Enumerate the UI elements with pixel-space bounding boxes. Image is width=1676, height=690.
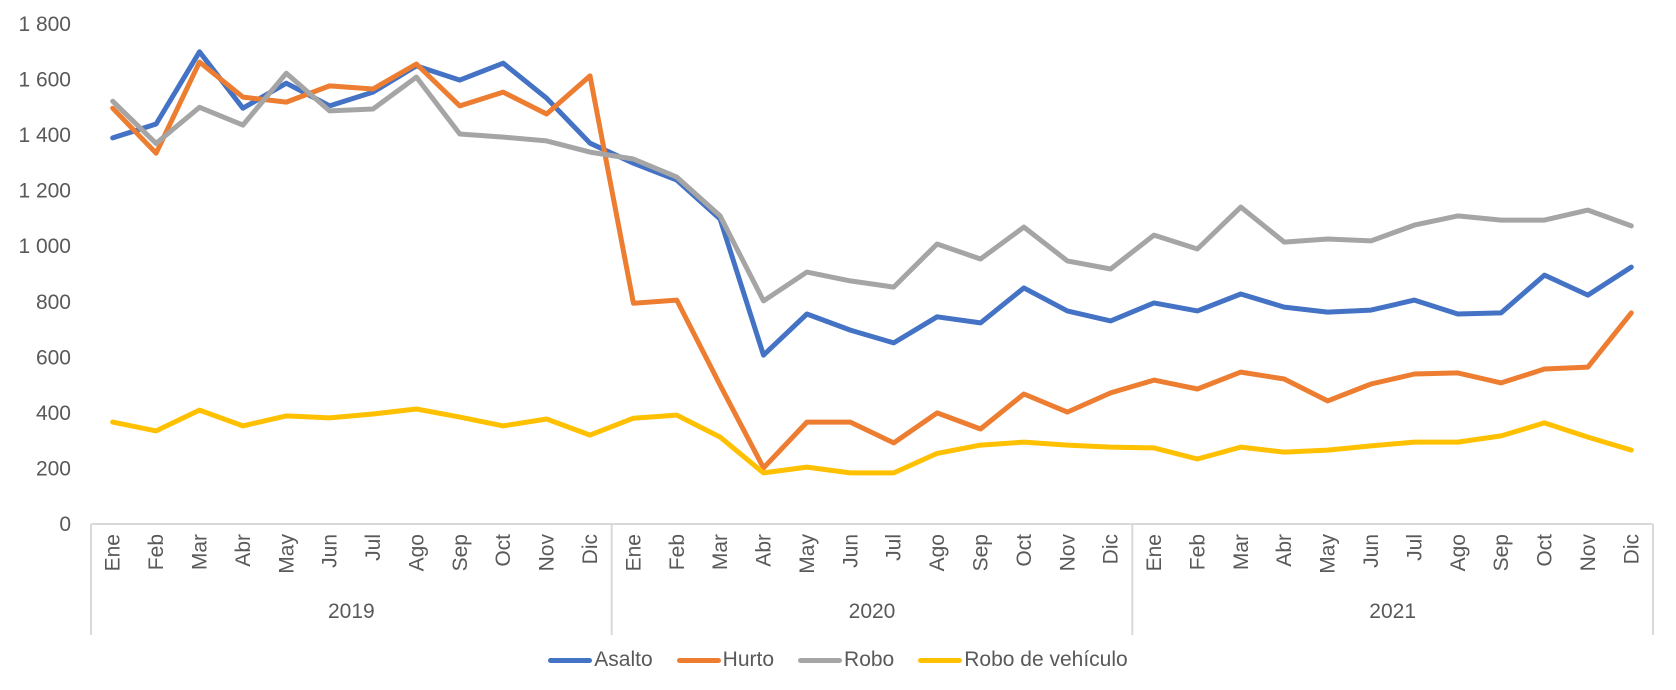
x-tick-label: Nov <box>1056 534 1079 572</box>
legend: Asalto Hurto Robo Robo de vehículo <box>0 648 1676 672</box>
y-tick-label: 1 000 <box>18 235 71 258</box>
y-tick-label: 1 600 <box>18 69 71 92</box>
x-tick-label: Nov <box>1577 534 1600 572</box>
legend-swatch <box>918 657 963 663</box>
x-tick-label: Dic <box>1620 534 1643 564</box>
x-tick-label: Dic <box>1100 534 1123 564</box>
legend-item: Robo <box>798 648 894 672</box>
x-tick-label: May <box>275 534 298 574</box>
y-tick-label: 1 800 <box>18 13 71 36</box>
x-tick-label: Oct <box>1013 534 1036 567</box>
x-tick-label: Ago <box>1447 534 1470 571</box>
x-tick-label: Nov <box>536 534 559 572</box>
legend-label: Hurto <box>722 648 775 671</box>
x-tick-label: Jul <box>883 534 906 561</box>
series-line-asalto <box>110 49 1634 358</box>
x-tick-label: Jul <box>362 534 385 561</box>
x-tick-label: Ago <box>926 534 949 571</box>
x-tick-label: Oct <box>492 534 515 567</box>
legend-swatch <box>548 657 593 663</box>
x-tick-label: Jul <box>1403 534 1426 561</box>
y-axis: 0 200 400 600 800 1 000 1 200 1 400 1 600 1 800 <box>18 13 71 536</box>
legend-swatch <box>798 657 843 663</box>
x-tick-label: Jun <box>839 534 862 568</box>
y-tick-label: 400 <box>36 402 71 425</box>
y-tick-label: 800 <box>36 291 71 314</box>
legend-label: Asalto <box>594 648 653 671</box>
x-tick-label: Mar <box>1230 534 1253 570</box>
legend-item: Robo de vehículo <box>918 648 1128 672</box>
x-tick-label: Oct <box>1534 534 1557 567</box>
x-tick-label: Sep <box>449 534 472 571</box>
x-tick-label: Mar <box>188 534 211 570</box>
x-tick-label: Mar <box>709 534 732 570</box>
x-tick-label: May <box>796 534 819 574</box>
x-tick-label: Abr <box>1273 534 1296 567</box>
series-line-robo <box>110 70 1634 304</box>
x-tick-label: Jun <box>1360 534 1383 568</box>
legend-label: Robo de vehículo <box>964 648 1128 671</box>
y-tick-label: 600 <box>36 346 71 369</box>
x-axis: Ene Feb Mar Abr May Jun Jul Ago Sep Oct Nov Dic 2019… <box>90 523 1654 635</box>
x-tick-label: Sep <box>969 534 992 571</box>
x-tick-label: Ago <box>405 534 428 571</box>
y-tick-label: 0 <box>59 513 71 536</box>
x-tick-label: Abr <box>232 534 255 567</box>
x-tick-label: Jun <box>319 534 342 568</box>
x-tick-label: Ene <box>622 534 645 571</box>
x-tick-label: Ene <box>1143 534 1166 571</box>
y-tick-label: 1 200 <box>18 180 71 203</box>
x-tick-label: Feb <box>666 534 689 570</box>
series-line-hurto <box>110 59 1634 471</box>
y-tick-label: 1 400 <box>18 124 71 147</box>
legend-swatch <box>676 657 721 663</box>
plot-area <box>110 49 1634 476</box>
year-label: 2020 <box>849 600 896 623</box>
year-label: 2019 <box>328 600 375 623</box>
x-tick-label: Abr <box>753 534 776 567</box>
x-tick-label: Feb <box>145 534 168 570</box>
legend-label: Robo <box>844 648 895 671</box>
x-tick-label: Sep <box>1490 534 1513 571</box>
legend-item: Hurto <box>676 648 775 672</box>
year-label: 2021 <box>1369 600 1416 623</box>
x-tick-label: Dic <box>579 534 602 564</box>
series-line-robo-de-veh-culo <box>110 406 1634 476</box>
x-tick-label: Feb <box>1186 534 1209 570</box>
y-tick-label: 200 <box>36 457 71 480</box>
x-tick-label: May <box>1317 534 1340 574</box>
x-tick-label: Ene <box>102 534 125 571</box>
legend-item: Asalto <box>548 648 653 672</box>
